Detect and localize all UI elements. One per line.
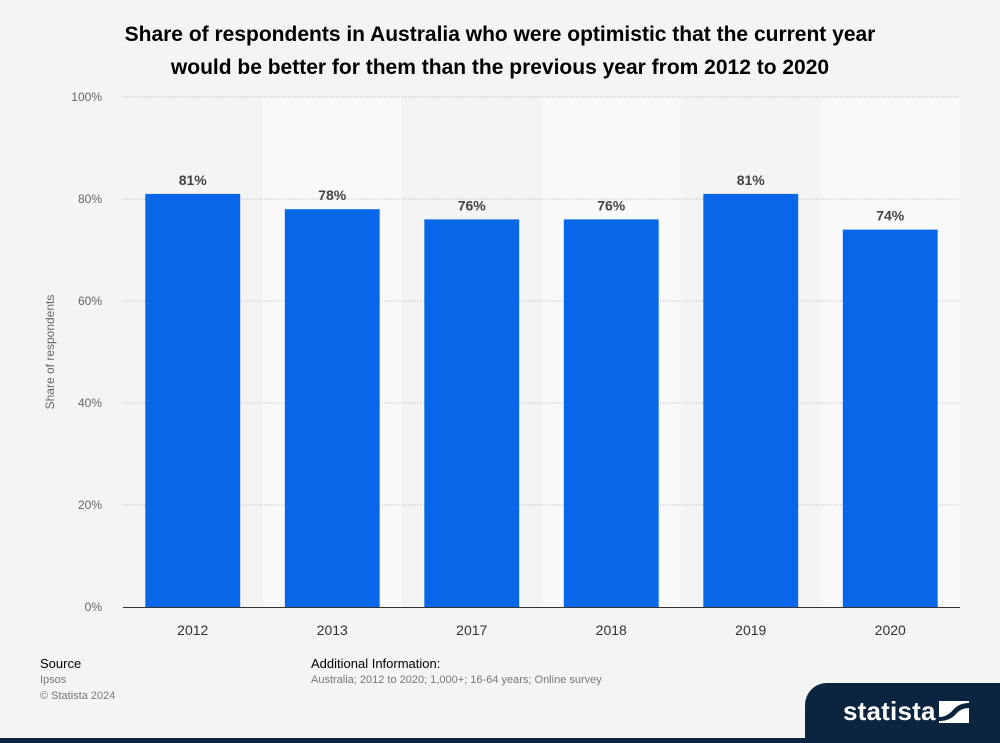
statista-logo-icon bbox=[939, 701, 969, 723]
bars bbox=[145, 193, 938, 607]
x-tick-label: 2018 bbox=[596, 622, 627, 638]
x-axis-labels: 2012 2013 2017 2018 2019 2020 bbox=[177, 622, 906, 638]
bar-value-label: 76% bbox=[597, 197, 626, 213]
y-tick-label: 80% bbox=[78, 192, 102, 206]
bar-chart: 0%20%40%60%80%100% Share of respondents … bbox=[43, 90, 960, 638]
bottom-bar bbox=[0, 738, 1000, 743]
chart-title-line-1: Share of respondents in Australia who we… bbox=[124, 23, 876, 46]
bar-value-label: 76% bbox=[458, 197, 487, 213]
bar bbox=[145, 193, 241, 607]
bar-value-label: 78% bbox=[318, 187, 347, 203]
bar bbox=[284, 209, 380, 607]
source-block: Source Ipsos © Statista 2024 bbox=[40, 656, 300, 704]
y-tick-label: 100% bbox=[71, 90, 102, 104]
y-axis-ticks: 0% 20% 40% 60% 80% 100% bbox=[71, 90, 102, 614]
x-tick-label: 2019 bbox=[735, 622, 766, 638]
column-bands bbox=[123, 97, 960, 607]
y-axis-label: Share of respondents bbox=[43, 295, 57, 410]
gridlines bbox=[123, 96, 960, 506]
bar bbox=[424, 219, 520, 607]
statista-logo[interactable]: statista bbox=[805, 683, 1000, 738]
x-tick-label: 2020 bbox=[875, 622, 906, 638]
bar bbox=[842, 229, 938, 607]
y-tick-label: 20% bbox=[78, 498, 102, 512]
x-tick-label: 2013 bbox=[317, 622, 348, 638]
y-tick-label: 0% bbox=[85, 600, 103, 614]
x-tick-label: 2012 bbox=[177, 622, 208, 638]
source-heading: Source bbox=[40, 656, 82, 671]
bar bbox=[563, 219, 659, 607]
x-tick-label: 2017 bbox=[456, 622, 487, 638]
brand-name: statista bbox=[843, 696, 936, 726]
bar-value-label: 81% bbox=[737, 172, 766, 188]
chart-title: Share of respondents in Australia who we… bbox=[60, 18, 940, 84]
chart-title-line-2: would be better for them than the previo… bbox=[170, 56, 830, 79]
bar-value-label: 74% bbox=[876, 208, 905, 224]
y-tick-label: 40% bbox=[78, 396, 102, 410]
bar-value-label: 81% bbox=[179, 172, 208, 188]
y-tick-label: 60% bbox=[78, 294, 102, 308]
bar bbox=[703, 193, 799, 607]
bar-value-labels: 81% 78% 76% 76% 81% 74% bbox=[179, 172, 905, 224]
additional-info-heading: Additional Information: bbox=[311, 656, 441, 671]
additional-info-text: Australia; 2012 to 2020; 1,000+; 16-64 y… bbox=[311, 674, 602, 686]
source-link[interactable]: Ipsos bbox=[40, 674, 67, 686]
copyright-text: © Statista 2024 bbox=[40, 690, 116, 702]
additional-info-block: Additional Information: Australia; 2012 … bbox=[311, 656, 811, 688]
